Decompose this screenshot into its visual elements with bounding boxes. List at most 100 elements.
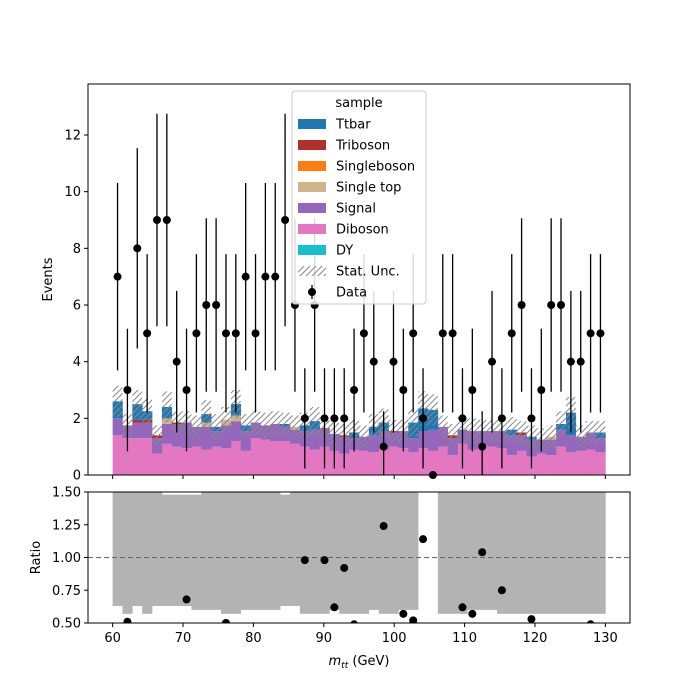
data-point-8 xyxy=(192,329,201,338)
data-point-15 xyxy=(261,272,270,281)
bar-signal-40 xyxy=(506,435,517,456)
data-point-2 xyxy=(133,244,142,253)
bar-diboson-26 xyxy=(368,452,380,475)
bar-diboson-0 xyxy=(112,435,123,475)
ratio-band-7 xyxy=(181,494,192,606)
stat-unc-band-16 xyxy=(270,411,281,437)
ratio-ytick-label-0: 0.50 xyxy=(52,617,81,632)
ratio-band-36 xyxy=(467,492,478,610)
data-point-5 xyxy=(162,216,171,224)
data-point-6 xyxy=(172,357,181,366)
ratio-point-2 xyxy=(221,619,230,623)
bar-diboson-36 xyxy=(467,449,478,475)
data-point-29 xyxy=(399,386,408,394)
legend-label-dy: DY xyxy=(336,244,353,259)
ratio-band-48 xyxy=(585,492,596,614)
main-ytick-label-5: 10 xyxy=(64,185,81,200)
bar-diboson-9 xyxy=(201,449,212,475)
data-point-13 xyxy=(241,272,250,281)
data-point-31 xyxy=(419,414,428,423)
bar-diboson-8 xyxy=(191,446,202,475)
stat-unc-band-18 xyxy=(290,415,300,439)
ratio-band-45 xyxy=(556,492,567,614)
legend-label-ttbar: Ttbar xyxy=(335,118,371,133)
ratio-band-24 xyxy=(349,492,360,614)
ratio-band-10 xyxy=(211,492,222,610)
bar-diboson-49 xyxy=(595,452,606,475)
data-point-16 xyxy=(271,272,280,281)
ratio-point-14 xyxy=(478,548,487,557)
data-point-41 xyxy=(517,301,526,309)
data-point-22 xyxy=(330,414,339,423)
main-ytick-label-4: 8 xyxy=(73,242,81,257)
ratio-band-42 xyxy=(526,492,537,614)
bar-diboson-41 xyxy=(516,450,527,475)
data-point-42 xyxy=(527,414,536,423)
bar-diboson-38 xyxy=(487,446,498,475)
ratio-point-9 xyxy=(399,609,408,618)
data-point-1 xyxy=(123,386,132,394)
bar-diboson-46 xyxy=(565,452,577,475)
ratio-band-30 xyxy=(408,492,419,610)
ratio-band-16 xyxy=(270,492,281,610)
ratio-panel: 0.50 0.75 1.00 1.25 1.50 60 70 80 90 100 110 120 130… xyxy=(29,486,631,671)
bar-diboson-13 xyxy=(240,450,251,475)
ratio-band-40 xyxy=(506,492,517,614)
bar-diboson-28 xyxy=(388,446,399,475)
stat-unc-band-25 xyxy=(359,425,369,449)
ratio-band-39 xyxy=(496,492,508,614)
ratio-band-34 xyxy=(447,492,458,614)
ratio-xtick-label-5: 110 xyxy=(452,631,477,646)
data-point-12 xyxy=(231,329,240,338)
ratio-band-0 xyxy=(112,492,123,606)
ratio-band-49 xyxy=(595,492,606,614)
data-point-38 xyxy=(488,357,497,366)
bar-diboson-40 xyxy=(506,455,517,475)
bar-signal-12 xyxy=(230,421,242,441)
data-point-19 xyxy=(300,414,309,423)
main-panel: 0 2 4 6 8 10 12 Events sample Ttbar Triboson Single… xyxy=(41,83,631,484)
main-ytick-label-0: 0 xyxy=(73,469,81,484)
ratio-point-5 xyxy=(330,603,339,612)
stat-unc-band-44 xyxy=(546,425,557,449)
ratio-point-4 xyxy=(320,556,329,565)
legend-label-triboson: Triboson xyxy=(335,139,390,154)
bar-diboson-43 xyxy=(536,453,547,475)
legend-label-diboson: Diboson xyxy=(336,223,389,238)
ratio-band-29 xyxy=(398,492,409,610)
data-point-17 xyxy=(281,216,290,224)
main-ytick-label-3: 6 xyxy=(73,299,81,314)
data-point-33 xyxy=(438,329,447,338)
legend-title: sample xyxy=(335,96,382,111)
ratio-band-8 xyxy=(191,494,202,610)
ratio-band-35 xyxy=(457,492,468,614)
stat-unc-band-9 xyxy=(201,399,212,429)
data-point-25 xyxy=(359,329,368,338)
data-point-46 xyxy=(566,357,575,366)
data-point-11 xyxy=(221,329,230,338)
data-point-24 xyxy=(350,386,359,394)
bar-signal-6 xyxy=(171,424,182,447)
ratio-band-23 xyxy=(339,492,350,614)
bar-diboson-2 xyxy=(132,438,143,475)
ratio-band-22 xyxy=(329,492,340,610)
stat-unc-band-47 xyxy=(575,425,586,449)
stat-unc-band-48 xyxy=(585,421,596,444)
stat-unc-band-10 xyxy=(211,414,222,440)
data-point-40 xyxy=(507,329,516,338)
ratio-band-38 xyxy=(487,492,498,610)
stat-unc-band-14 xyxy=(250,409,261,436)
bar-signal-13 xyxy=(240,431,251,451)
legend-swatch-ttbar xyxy=(298,119,326,129)
legend-label-singleboson: Singleboson xyxy=(336,160,415,175)
bar-signal-3 xyxy=(142,422,153,439)
bar-diboson-11 xyxy=(221,448,232,475)
ratio-band-41 xyxy=(516,492,527,614)
stat-unc-band-45 xyxy=(556,411,566,437)
bar-diboson-47 xyxy=(575,450,586,475)
bar-diboson-24 xyxy=(349,449,360,475)
stat-unc-band-8 xyxy=(191,415,202,439)
legend-label-single-top: Single top xyxy=(336,181,401,196)
ratio-xlabel: mtt (GeV) xyxy=(329,654,390,671)
ratio-band-27 xyxy=(378,492,389,614)
